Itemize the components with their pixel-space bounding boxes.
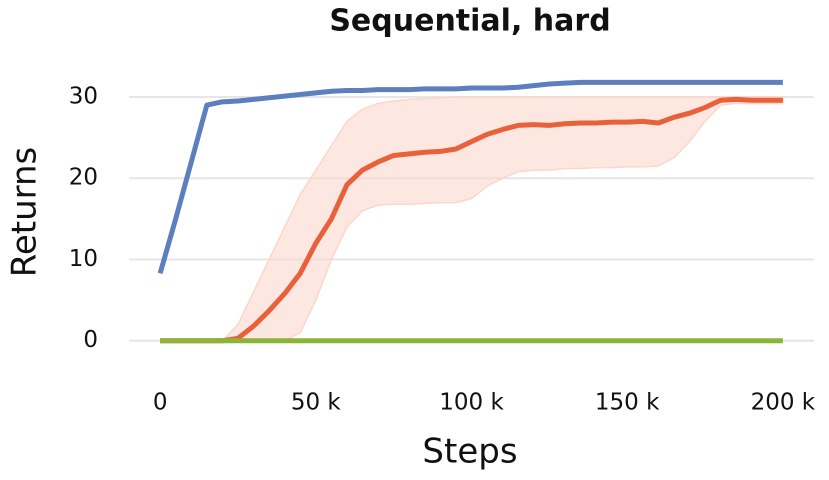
x-tick-label: 0 — [153, 390, 168, 416]
y-tick-label: 30 — [69, 83, 98, 109]
x-tick-label: 100 k — [439, 390, 504, 416]
y-tick-label: 20 — [69, 165, 98, 191]
y-tick-label: 0 — [83, 327, 98, 353]
line — [160, 96, 783, 344]
y-axis-label: Returns — [5, 147, 45, 278]
y-tick-label: 10 — [69, 246, 98, 272]
x-tick-label: 50 k — [291, 390, 342, 416]
confidence-band — [160, 96, 784, 342]
x-axis-label: Steps — [422, 432, 517, 472]
line — [157, 79, 783, 274]
chart-title: Sequential, hard — [329, 4, 610, 39]
x-tick-label: 200 k — [751, 390, 816, 416]
x-tick-label: 150 k — [595, 390, 660, 416]
